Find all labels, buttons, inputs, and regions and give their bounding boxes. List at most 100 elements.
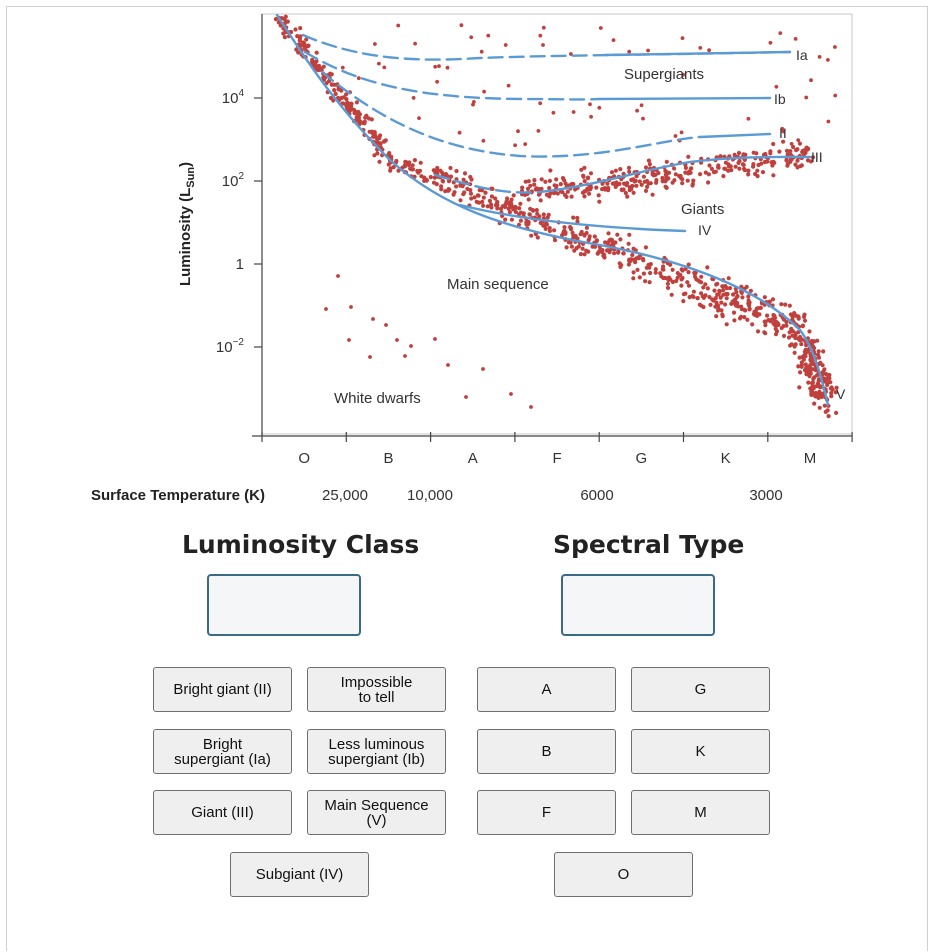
star-point bbox=[748, 288, 754, 293]
star-point bbox=[495, 199, 500, 205]
star-point bbox=[755, 168, 760, 173]
star-point bbox=[627, 232, 632, 237]
star-point bbox=[809, 391, 814, 396]
star-point bbox=[625, 181, 630, 186]
star-point bbox=[709, 166, 715, 171]
star-point bbox=[703, 282, 708, 287]
star-point bbox=[565, 189, 570, 194]
spectral-class-label: A bbox=[468, 450, 478, 467]
star-point bbox=[799, 360, 804, 365]
star-point bbox=[552, 228, 557, 233]
star-point bbox=[732, 297, 738, 303]
star-point bbox=[690, 183, 695, 188]
star-point bbox=[788, 159, 793, 164]
star-point bbox=[721, 292, 726, 297]
star-point bbox=[724, 296, 729, 301]
star-point bbox=[821, 349, 826, 354]
option-bright-giant[interactable]: Bright giant (II) bbox=[153, 667, 292, 712]
star-point bbox=[762, 159, 768, 165]
star-point bbox=[703, 170, 708, 175]
option-less-luminous-supergiant[interactable]: Less luminous supergiant (Ib) bbox=[307, 729, 446, 774]
star-point bbox=[695, 296, 700, 301]
star-point bbox=[475, 200, 480, 205]
star-point bbox=[774, 84, 779, 89]
star-point bbox=[768, 40, 773, 45]
option-type-b[interactable]: B bbox=[477, 729, 616, 774]
star-point bbox=[670, 267, 675, 272]
star-point bbox=[794, 148, 799, 153]
star-point bbox=[715, 281, 720, 286]
star-point bbox=[535, 235, 540, 240]
star-point bbox=[739, 304, 744, 309]
star-point bbox=[367, 129, 372, 134]
option-main-sequence[interactable]: Main Sequence (V) bbox=[307, 790, 446, 835]
star-point bbox=[734, 290, 739, 295]
option-type-f[interactable]: F bbox=[477, 790, 616, 835]
luminosity-class-heading: Luminosity Class bbox=[182, 530, 420, 559]
star-point bbox=[788, 343, 793, 348]
star-point bbox=[600, 181, 605, 186]
star-point bbox=[711, 170, 717, 175]
star-point bbox=[807, 364, 812, 369]
option-subgiant[interactable]: Subgiant (IV) bbox=[230, 852, 369, 897]
option-bright-supergiant[interactable]: Bright supergiant (Ia) bbox=[153, 729, 292, 774]
star-point bbox=[666, 176, 671, 181]
star-point bbox=[643, 245, 649, 250]
star-point bbox=[413, 41, 417, 46]
star-point bbox=[826, 119, 831, 124]
star-point bbox=[647, 265, 652, 270]
star-point bbox=[635, 267, 640, 272]
star-point bbox=[633, 178, 638, 183]
option-type-a[interactable]: A bbox=[477, 667, 616, 712]
star-point bbox=[386, 162, 391, 167]
star-point bbox=[601, 253, 606, 258]
star-point bbox=[720, 314, 725, 319]
star-point bbox=[747, 307, 752, 312]
star-point bbox=[552, 238, 558, 243]
spectral-type-dropzone[interactable] bbox=[561, 574, 715, 636]
star-point bbox=[344, 101, 349, 106]
star-point bbox=[763, 319, 768, 324]
star-point bbox=[639, 103, 644, 108]
star-point bbox=[747, 300, 752, 305]
star-point bbox=[526, 197, 531, 202]
luminosity-class-dropzone[interactable] bbox=[207, 574, 361, 636]
star-point bbox=[454, 184, 459, 189]
star-point bbox=[741, 162, 746, 168]
star-point bbox=[793, 342, 798, 347]
star-point bbox=[795, 158, 800, 163]
star-point bbox=[685, 178, 690, 183]
y-axis-label-close: ) bbox=[177, 162, 194, 167]
star-point bbox=[539, 177, 544, 182]
star-point bbox=[690, 294, 695, 299]
star-point bbox=[804, 372, 809, 377]
star-point bbox=[532, 178, 537, 183]
star-point bbox=[582, 165, 587, 170]
star-point bbox=[371, 317, 375, 321]
option-type-o[interactable]: O bbox=[554, 852, 693, 897]
star-point bbox=[834, 385, 839, 390]
star-point bbox=[580, 246, 585, 251]
star-point bbox=[613, 168, 619, 173]
option-impossible-to-tell[interactable]: Impossible to tell bbox=[307, 667, 446, 712]
star-point bbox=[815, 338, 820, 343]
star-point bbox=[763, 323, 768, 328]
star-point bbox=[647, 280, 652, 285]
star-point bbox=[417, 116, 421, 120]
star-point bbox=[529, 405, 533, 409]
option-type-g[interactable]: G bbox=[631, 667, 770, 712]
star-point bbox=[723, 160, 729, 165]
star-point bbox=[743, 308, 748, 313]
star-point bbox=[336, 274, 340, 278]
star-point bbox=[336, 95, 341, 100]
option-type-m[interactable]: M bbox=[631, 790, 770, 835]
star-point bbox=[742, 315, 747, 320]
y-tick-label: 1 bbox=[236, 256, 244, 273]
star-point bbox=[525, 186, 531, 191]
y-axis-label: Luminosity (LSun) bbox=[177, 162, 197, 286]
star-point bbox=[829, 391, 834, 396]
option-giant[interactable]: Giant (III) bbox=[153, 790, 292, 835]
option-type-k[interactable]: K bbox=[631, 729, 770, 774]
star-point bbox=[527, 212, 532, 217]
star-point bbox=[699, 280, 704, 285]
